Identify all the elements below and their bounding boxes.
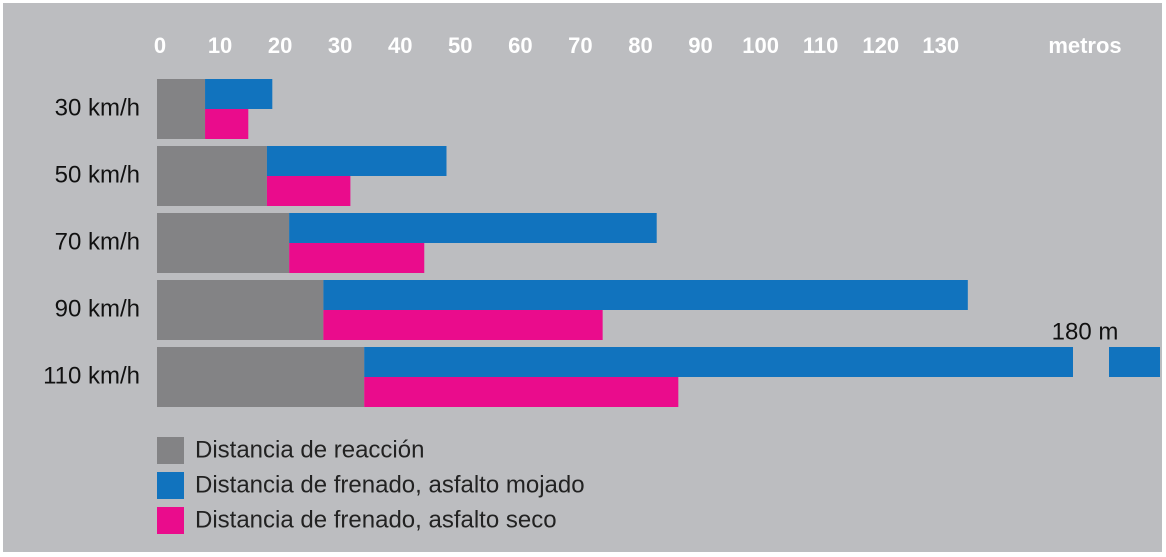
x-tick-label: 50 bbox=[448, 33, 472, 58]
bar bbox=[157, 347, 365, 407]
x-tick-label: 80 bbox=[628, 33, 652, 58]
y-tick-label: 30 km/h bbox=[55, 94, 140, 121]
x-tick-label: 70 bbox=[568, 33, 592, 58]
bar bbox=[266, 176, 351, 206]
bar bbox=[289, 243, 425, 273]
x-tick-label: 120 bbox=[862, 33, 899, 58]
y-tick-label: 70 km/h bbox=[55, 228, 140, 255]
x-tick-label: 40 bbox=[388, 33, 412, 58]
legend-swatch bbox=[157, 472, 184, 499]
bar bbox=[323, 280, 968, 310]
x-axis-label: metros bbox=[1048, 33, 1121, 58]
bar bbox=[157, 146, 267, 206]
bar bbox=[323, 310, 603, 340]
legend-swatch bbox=[157, 437, 184, 464]
x-tick-label: 30 bbox=[328, 33, 352, 58]
bar bbox=[157, 79, 206, 139]
x-tick-label: 0 bbox=[154, 33, 166, 58]
legend-label: Distancia de frenado, asfalto mojado bbox=[195, 471, 585, 498]
x-tick-label: 90 bbox=[688, 33, 712, 58]
bar bbox=[364, 377, 679, 407]
x-tick-label: 20 bbox=[268, 33, 292, 58]
x-tick-label: 110 bbox=[803, 33, 839, 58]
bar bbox=[364, 347, 1160, 377]
x-tick-label: 10 bbox=[208, 33, 232, 58]
bar bbox=[205, 79, 273, 109]
y-tick-label: 90 km/h bbox=[55, 295, 140, 322]
bar bbox=[157, 280, 324, 340]
annotation: 180 m bbox=[1052, 318, 1119, 345]
y-tick-label: 50 km/h bbox=[55, 161, 140, 188]
legend-swatch bbox=[157, 507, 184, 534]
y-tick-label: 110 km/h bbox=[43, 362, 140, 389]
legend-label: Distancia de reacción bbox=[195, 436, 424, 463]
x-tick-label: 130 bbox=[922, 33, 959, 58]
legend-label: Distancia de frenado, asfalto seco bbox=[195, 506, 557, 533]
x-tick-label: 60 bbox=[508, 33, 532, 58]
bar bbox=[157, 213, 290, 273]
bar bbox=[266, 146, 447, 176]
x-tick-label: 100 bbox=[742, 33, 779, 58]
bar bbox=[289, 213, 657, 243]
bar bbox=[205, 109, 249, 139]
